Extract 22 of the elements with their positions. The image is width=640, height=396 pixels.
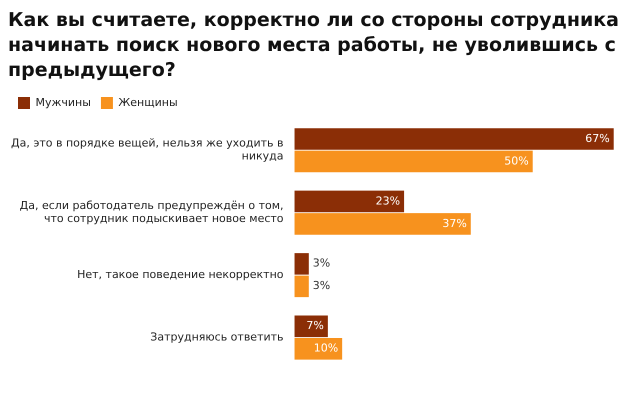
data-label: 10% bbox=[314, 342, 338, 355]
bar bbox=[294, 150, 533, 172]
bar bbox=[294, 276, 309, 298]
legend-label: Женщины bbox=[118, 96, 178, 109]
legend-label: Мужчины bbox=[36, 96, 91, 109]
data-label: 7% bbox=[306, 319, 324, 332]
data-label: 67% bbox=[585, 132, 610, 145]
bar bbox=[294, 253, 309, 275]
y-tick-label: Да, если работодатель предупреждён о том, что сотрудник подыскивает новое место bbox=[20, 198, 284, 226]
bar bbox=[294, 128, 614, 150]
data-label: 3% bbox=[312, 256, 330, 270]
y-tick-label: Да, это в порядке вещей, нельзя же уходить в никуда bbox=[10, 136, 284, 163]
data-label: 50% bbox=[504, 154, 529, 168]
bar bbox=[294, 316, 328, 338]
data-label: 37% bbox=[442, 216, 467, 230]
data-label: 23% bbox=[376, 194, 400, 208]
y-tick-label: Затрудняюсь ответить bbox=[150, 330, 284, 344]
data-label: 3% bbox=[312, 279, 330, 292]
y-tick-label: Нет, такое поведение некорректно bbox=[77, 268, 284, 281]
bar bbox=[294, 213, 471, 235]
bar bbox=[294, 190, 404, 212]
chart-title: Как вы считаете, корректно ли со стороны сотрудника начинать поиск нового места работы, не уволившись с предыдущего? bbox=[8, 8, 620, 83]
